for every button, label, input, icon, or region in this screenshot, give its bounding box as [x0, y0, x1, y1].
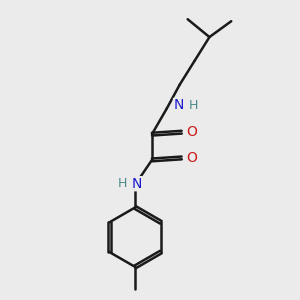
Text: N: N — [132, 177, 142, 191]
Text: H: H — [118, 177, 127, 190]
Text: N: N — [173, 98, 184, 112]
Text: H: H — [189, 99, 198, 112]
Text: O: O — [186, 151, 197, 165]
Text: O: O — [186, 125, 197, 139]
